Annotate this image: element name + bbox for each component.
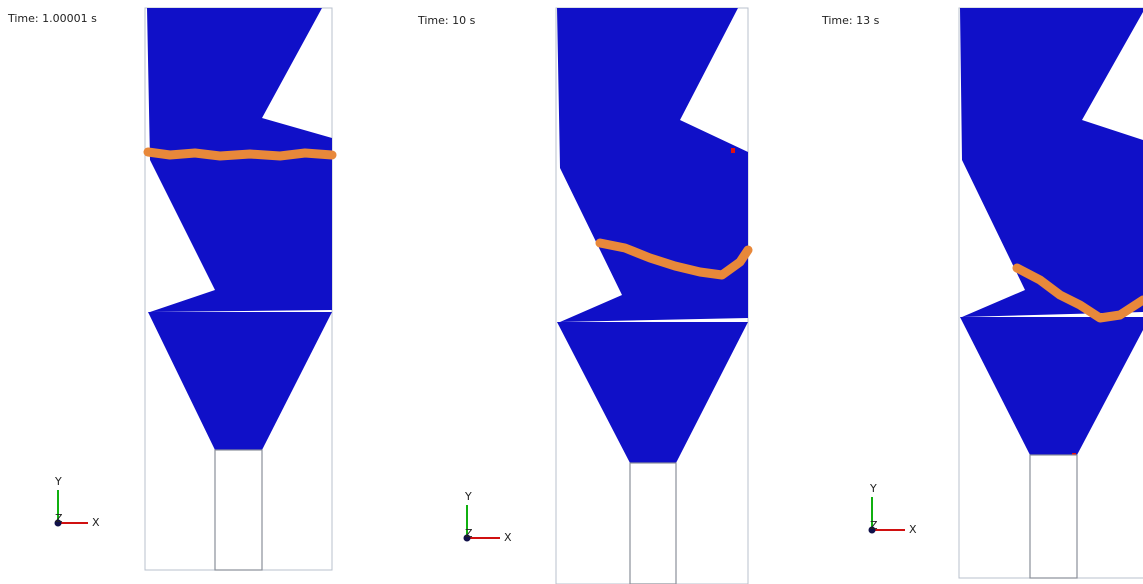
outlet-box xyxy=(630,463,676,584)
time-label: Time: 13 s xyxy=(821,14,880,27)
axis-triad: Y Z X xyxy=(869,482,918,536)
particles-upper xyxy=(147,8,332,312)
time-label: Time: 10 s xyxy=(417,14,476,27)
axis-label: X xyxy=(909,523,917,536)
axis-label: Y xyxy=(464,490,472,503)
axis-label: Y xyxy=(869,482,877,495)
axis-triad: Y Z X xyxy=(54,475,100,529)
axis-label: X xyxy=(92,516,100,529)
axis-label: Z xyxy=(870,519,878,532)
tracer-band xyxy=(148,152,332,156)
panel: Time: 13 s Y Z X xyxy=(821,8,1143,578)
tracer-speck xyxy=(731,148,735,153)
outlet-box xyxy=(1030,455,1077,578)
particles-hopper xyxy=(557,322,748,463)
panel: Time: 10 s Y Z X xyxy=(417,8,748,584)
panel: Time: 1.00001 s Y Z X xyxy=(7,8,332,570)
axis-label: Z xyxy=(465,527,473,540)
simulation-view: Time: 1.00001 s Y Z X Time: 10 s Y Z X xyxy=(0,0,1143,584)
axis-label: Y xyxy=(54,475,62,488)
axis-label: X xyxy=(504,531,512,544)
particles-hopper xyxy=(960,317,1143,455)
axis-triad: Y Z X xyxy=(464,490,513,544)
axis-label: Z xyxy=(55,512,63,525)
outlet-box xyxy=(215,450,262,570)
time-label: Time: 1.00001 s xyxy=(7,12,97,25)
particles-hopper xyxy=(148,312,332,450)
particles-upper xyxy=(960,8,1143,317)
